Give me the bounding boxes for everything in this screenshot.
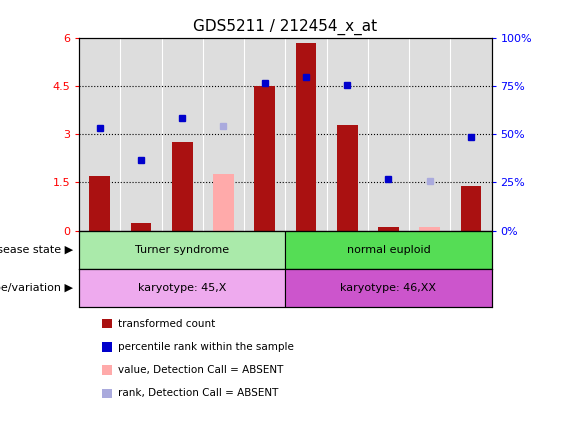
- Bar: [295, 43, 316, 231]
- Text: disease state ▶: disease state ▶: [0, 244, 73, 255]
- Text: normal euploid: normal euploid: [346, 244, 431, 255]
- Text: karyotype: 45,X: karyotype: 45,X: [138, 283, 227, 293]
- Bar: [285, 269, 492, 307]
- Bar: [79, 231, 285, 269]
- Bar: [337, 125, 358, 231]
- Text: genotype/variation ▶: genotype/variation ▶: [0, 283, 73, 293]
- Bar: [213, 174, 234, 231]
- Text: rank, Detection Call = ABSENT: rank, Detection Call = ABSENT: [118, 388, 278, 398]
- Text: karyotype: 46,XX: karyotype: 46,XX: [341, 283, 436, 293]
- Bar: [419, 227, 440, 231]
- Bar: [254, 86, 275, 231]
- Bar: [378, 227, 399, 231]
- Bar: [79, 269, 285, 307]
- Bar: [460, 186, 481, 231]
- Bar: [285, 231, 492, 269]
- Text: transformed count: transformed count: [118, 319, 215, 329]
- Bar: [131, 222, 151, 231]
- Text: Turner syndrome: Turner syndrome: [135, 244, 229, 255]
- Bar: [172, 142, 193, 231]
- Title: GDS5211 / 212454_x_at: GDS5211 / 212454_x_at: [193, 19, 377, 36]
- Bar: [89, 176, 110, 231]
- Text: value, Detection Call = ABSENT: value, Detection Call = ABSENT: [118, 365, 283, 375]
- Text: percentile rank within the sample: percentile rank within the sample: [118, 342, 293, 352]
